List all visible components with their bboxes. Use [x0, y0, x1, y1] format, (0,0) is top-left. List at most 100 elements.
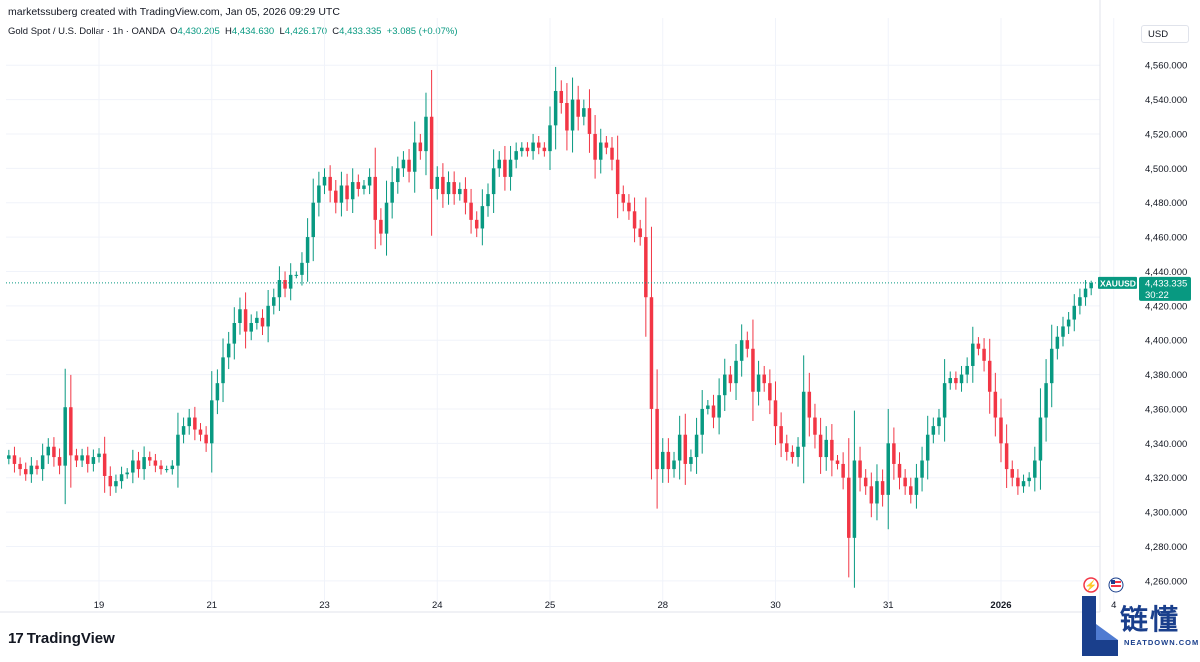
- candle: [362, 180, 366, 195]
- candle: [514, 142, 518, 169]
- candle: [632, 197, 637, 243]
- candle-body: [553, 90, 558, 126]
- candle: [1004, 424, 1009, 488]
- y-tick-label: 4,420.000: [1145, 301, 1187, 312]
- candle-body: [542, 147, 547, 152]
- candle-body: [46, 446, 51, 456]
- candle-body: [734, 360, 738, 384]
- candle-body: [429, 116, 434, 189]
- candle: [1038, 388, 1043, 490]
- candle-body: [1072, 305, 1077, 320]
- candle: [756, 360, 761, 406]
- candle: [570, 77, 575, 153]
- candle-body: [153, 460, 158, 466]
- candle: [272, 288, 276, 315]
- candle-body: [875, 481, 879, 504]
- candle: [91, 449, 96, 472]
- candle-body: [142, 457, 146, 470]
- change-value: +3.085 (+0.07%): [386, 26, 458, 37]
- candle-body: [108, 475, 113, 487]
- tradingview-logo[interactable]: 17 TradingView: [8, 630, 115, 647]
- candle-body: [317, 185, 321, 203]
- candle-body: [1055, 336, 1060, 349]
- candle-body: [1004, 443, 1009, 470]
- open-label: O: [170, 26, 178, 37]
- candle-body: [480, 206, 485, 229]
- candle-body: [350, 182, 355, 200]
- candle: [85, 446, 90, 473]
- candle: [350, 168, 355, 213]
- candle: [187, 408, 191, 435]
- candle: [615, 135, 620, 219]
- candle-body: [931, 426, 936, 435]
- candle: [818, 417, 823, 474]
- candle: [813, 403, 817, 449]
- candle-body: [570, 99, 575, 131]
- candle-body: [170, 465, 175, 470]
- candle-body: [424, 116, 428, 152]
- x-tick-label: 21: [206, 600, 217, 611]
- currency-selector[interactable]: USD: [1141, 25, 1189, 43]
- candle-body: [785, 443, 789, 452]
- candle: [407, 149, 411, 183]
- candle-body: [559, 90, 564, 103]
- watermark-en: NEATDOWN.COM: [1124, 638, 1200, 647]
- candle-body: [418, 142, 423, 152]
- y-tick-label: 4,360.000: [1145, 404, 1187, 415]
- candle-body: [751, 348, 755, 392]
- candle-body: [649, 297, 654, 409]
- candle: [226, 331, 231, 370]
- candle-body: [181, 426, 186, 435]
- candle-body: [604, 142, 609, 148]
- candle-body: [525, 147, 530, 152]
- x-tick-label: 2026: [990, 600, 1011, 611]
- candle-body: [756, 374, 761, 392]
- candle-body: [221, 357, 225, 384]
- price-tag-price: 4,433.335: [1145, 278, 1187, 289]
- candle: [993, 372, 998, 437]
- candle: [356, 174, 361, 197]
- candle: [937, 408, 941, 435]
- candle: [948, 371, 952, 390]
- candle: [841, 452, 845, 490]
- candle: [412, 121, 417, 193]
- candle-body: [847, 477, 851, 538]
- candle: [999, 398, 1003, 463]
- candle: [677, 415, 682, 480]
- candle-body: [689, 457, 693, 464]
- candle: [745, 331, 750, 358]
- candle: [198, 423, 203, 442]
- candle: [148, 451, 152, 466]
- high-value: 4,434.630: [231, 26, 275, 37]
- candle-body: [260, 317, 265, 327]
- candle-body: [441, 176, 445, 195]
- y-axis: 4,260.000 4,280.000 4,300.000 4,320.000 4,34…: [1099, 0, 1187, 612]
- candle-body: [345, 185, 349, 200]
- candle: [655, 369, 659, 509]
- candle: [345, 173, 349, 211]
- candle-body: [300, 262, 304, 275]
- candle: [565, 83, 569, 151]
- candle-body: [976, 343, 981, 349]
- candle-body: [536, 142, 541, 148]
- watermark-cn: 链懂: [1120, 604, 1181, 635]
- candle: [401, 151, 406, 177]
- close-label: C: [332, 26, 340, 37]
- candle: [176, 412, 180, 488]
- candle-body: [655, 408, 659, 470]
- candle-body: [1038, 417, 1043, 461]
- candle: [638, 219, 642, 246]
- candle: [441, 163, 445, 208]
- candle-body: [627, 202, 631, 212]
- y-tick-label: 4,400.000: [1145, 336, 1187, 347]
- candle-body: [694, 434, 699, 458]
- candle-body: [311, 202, 315, 238]
- candle-body: [598, 142, 603, 160]
- candle-body: [23, 469, 28, 475]
- candle-body: [801, 391, 806, 447]
- candle: [283, 271, 287, 298]
- candle-body: [1066, 319, 1071, 327]
- candle: [390, 166, 394, 219]
- candle-body: [971, 343, 975, 366]
